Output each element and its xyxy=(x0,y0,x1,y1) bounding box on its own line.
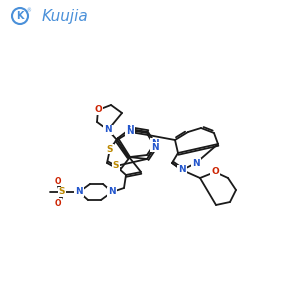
Text: ®: ® xyxy=(26,8,31,13)
Text: N: N xyxy=(108,188,116,196)
Text: N: N xyxy=(151,139,159,148)
Text: S: S xyxy=(107,145,113,154)
Text: Kuujia: Kuujia xyxy=(42,8,89,23)
Text: O: O xyxy=(55,199,61,208)
Text: K: K xyxy=(16,11,24,21)
Text: N: N xyxy=(151,142,159,152)
Text: N: N xyxy=(126,128,134,136)
Text: S: S xyxy=(113,161,119,170)
Text: O: O xyxy=(94,106,102,115)
Text: N: N xyxy=(75,188,83,196)
Text: N: N xyxy=(178,166,186,175)
Text: O: O xyxy=(55,176,61,185)
Text: S: S xyxy=(59,188,65,196)
Text: O: O xyxy=(211,167,219,176)
Text: N: N xyxy=(104,125,112,134)
Text: N: N xyxy=(192,158,200,167)
Text: N: N xyxy=(126,124,134,134)
